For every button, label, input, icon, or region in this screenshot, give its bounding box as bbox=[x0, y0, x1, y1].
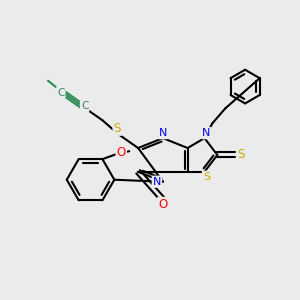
Text: N: N bbox=[202, 128, 211, 138]
Text: C: C bbox=[81, 101, 88, 111]
Text: S: S bbox=[114, 122, 121, 135]
Text: C: C bbox=[57, 88, 64, 98]
Text: S: S bbox=[238, 148, 245, 161]
Text: S: S bbox=[203, 172, 210, 182]
Text: N: N bbox=[159, 128, 167, 138]
Text: O: O bbox=[117, 146, 126, 159]
Text: N: N bbox=[153, 177, 161, 187]
Text: O: O bbox=[158, 198, 167, 211]
